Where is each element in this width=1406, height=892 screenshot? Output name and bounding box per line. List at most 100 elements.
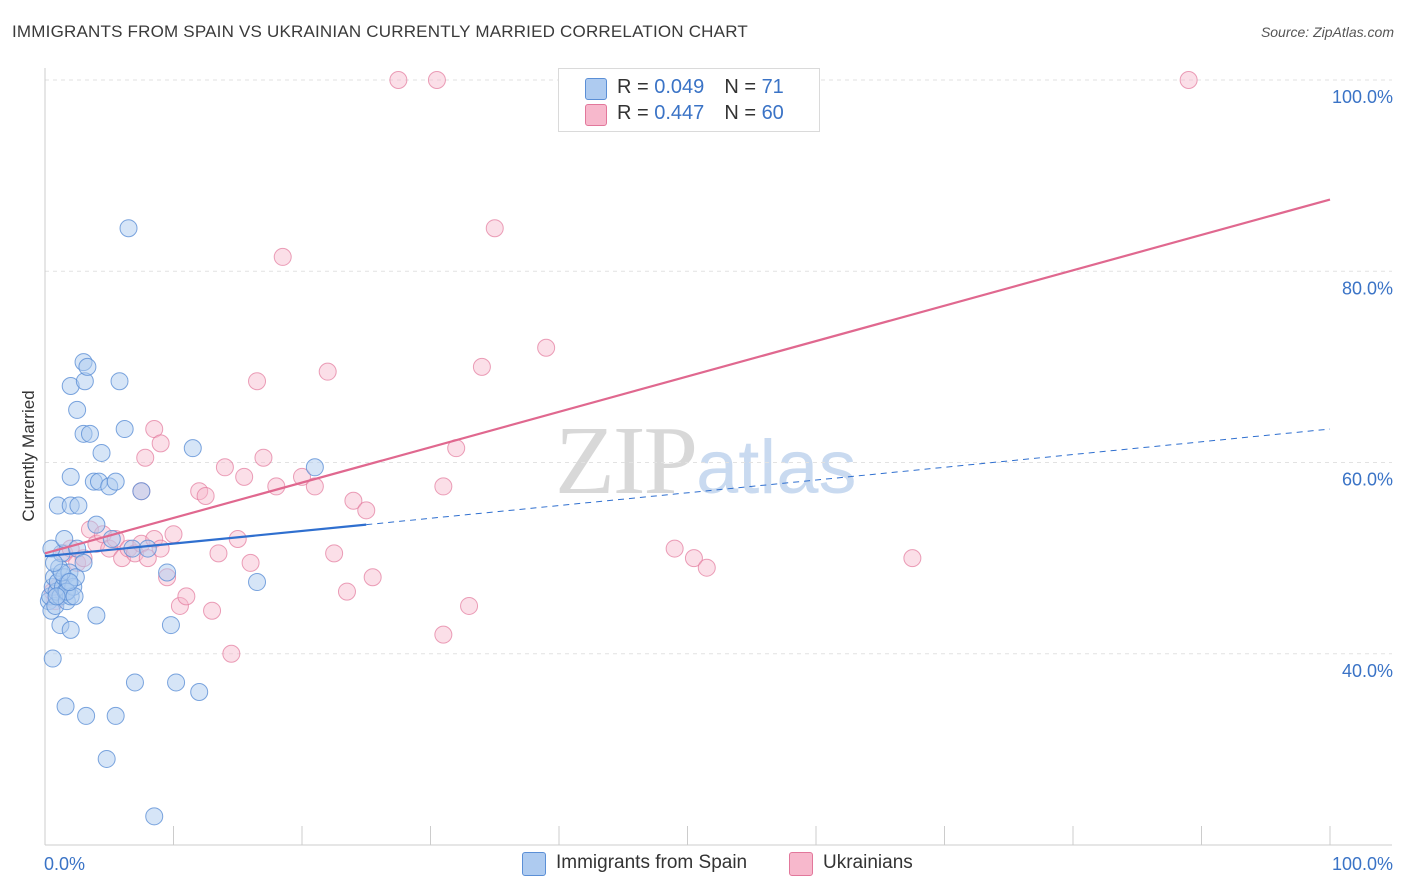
ukrainians-point <box>215 458 234 477</box>
spain-point <box>125 673 144 692</box>
spain-point <box>43 649 62 668</box>
ukrainians-point <box>1179 71 1198 89</box>
spain-point <box>248 573 267 592</box>
legend-label-spain: Immigrants from Spain <box>556 852 748 873</box>
ukrainians-point <box>203 601 222 620</box>
ukrainians-point <box>434 625 453 644</box>
ukrainians-point <box>697 558 716 577</box>
axes <box>44 68 1392 846</box>
ukrainians-points <box>43 71 1198 663</box>
ukrainians-point <box>472 357 491 376</box>
ukrainians-point <box>363 568 382 587</box>
y-tick-label: 60.0% <box>1342 470 1393 490</box>
ukrainians-point <box>196 486 215 505</box>
ukrainians-point <box>665 539 684 558</box>
watermark-atlas: atlas <box>696 425 857 510</box>
ukrainians-point <box>485 219 504 238</box>
spain-point <box>115 420 134 439</box>
spain-point <box>74 553 93 572</box>
ukrainians-point <box>273 247 292 266</box>
spain-point <box>106 706 125 725</box>
spain-point <box>69 496 88 515</box>
spain-point <box>106 472 125 491</box>
ukrainians-point <box>170 596 189 615</box>
spain-point <box>119 219 138 238</box>
spain-point <box>167 673 186 692</box>
ukrainians-point <box>903 549 922 568</box>
stats-text-spain: R = 0.049 N = 71 <box>617 76 784 98</box>
n-value-ukrainians: 60 <box>761 102 784 124</box>
spain-point <box>78 357 97 376</box>
ukrainians-point <box>248 372 267 391</box>
zipatlas-watermark: ZIPatlas <box>555 405 857 517</box>
y-tick-label: 100.0% <box>1332 87 1393 107</box>
ukrainians-point <box>427 71 446 89</box>
ukrainians-point <box>209 544 228 563</box>
spain-trend-line <box>44 523 367 558</box>
ukrainians-point <box>344 491 363 510</box>
stats-swatch-spain <box>585 78 607 100</box>
ukrainians-point <box>235 467 254 486</box>
y-tick-label: 40.0% <box>1342 661 1393 681</box>
tick-labels: Currently Married 100.0% 80.0% 60.0% 40.0% 0.… <box>19 87 1393 874</box>
legend-swatch-ukrainians <box>789 852 813 876</box>
ukrainians-point <box>228 530 247 548</box>
y-tick-label: 80.0% <box>1342 278 1393 298</box>
spain-point <box>138 539 157 558</box>
ukrainians-trend-line <box>44 198 1331 555</box>
source-label: Source: ZipAtlas.com <box>1260 24 1394 40</box>
ukrainians-point <box>164 525 183 544</box>
spain-point <box>47 587 66 606</box>
spain-points <box>39 219 324 826</box>
ukrainians-point <box>136 448 155 467</box>
legend-label-ukrainians: Ukrainians <box>823 852 913 873</box>
spain-point <box>97 749 116 768</box>
ukrainians-point <box>337 582 356 601</box>
ukrainians-point <box>434 477 453 496</box>
ukrainians-point <box>254 448 273 467</box>
y-axis-title: Currently Married <box>19 390 38 521</box>
spain-point <box>158 563 177 582</box>
spain-point <box>110 372 129 391</box>
spain-point <box>77 706 96 725</box>
ukrainians-point <box>357 501 376 520</box>
stats-swatch-ukrainians <box>585 104 607 126</box>
ukrainians-point <box>537 338 556 357</box>
spain-point <box>61 467 80 486</box>
legend-swatch-spain <box>522 852 546 876</box>
stats-text-ukrainians: R = 0.447 N = 60 <box>617 102 784 124</box>
ukrainians-point <box>222 644 241 663</box>
spain-point <box>190 683 209 701</box>
spain-point <box>80 424 99 443</box>
ukrainians-point <box>318 362 337 381</box>
r-value-ukrainians: 0.447 <box>654 102 705 124</box>
spain-point <box>61 620 80 639</box>
spain-point <box>161 616 180 635</box>
x-tick-label: 0.0% <box>44 854 85 874</box>
spain-point <box>87 515 106 534</box>
ukrainians-point <box>151 434 170 453</box>
stats-box: R = 0.049 N = 71 R = 0.447 N = 60 <box>558 68 820 132</box>
chart-title: IMMIGRANTS FROM SPAIN VS UKRAINIAN CURRE… <box>12 22 748 41</box>
r-value-spain: 0.049 <box>654 76 705 98</box>
spain-point <box>60 573 79 592</box>
ukrainians-point <box>325 544 344 563</box>
spain-point <box>68 400 87 419</box>
trend-lines <box>44 198 1331 558</box>
spain-trend-line-extrapolated <box>366 428 1331 526</box>
spain-point <box>145 807 164 826</box>
ukrainians-point <box>177 587 196 606</box>
n-value-spain: 71 <box>761 76 784 98</box>
spain-point <box>56 697 75 716</box>
spain-point <box>132 482 151 501</box>
ukrainians-point <box>460 596 479 615</box>
watermark-zip: ZIP <box>555 407 698 515</box>
spain-point <box>183 439 202 458</box>
ukrainians-point <box>389 71 408 89</box>
x-tick-label: 100.0% <box>1332 854 1393 874</box>
spain-point <box>92 443 111 462</box>
spain-point <box>305 458 324 477</box>
ukrainians-point <box>684 549 703 568</box>
spain-point <box>87 606 106 625</box>
